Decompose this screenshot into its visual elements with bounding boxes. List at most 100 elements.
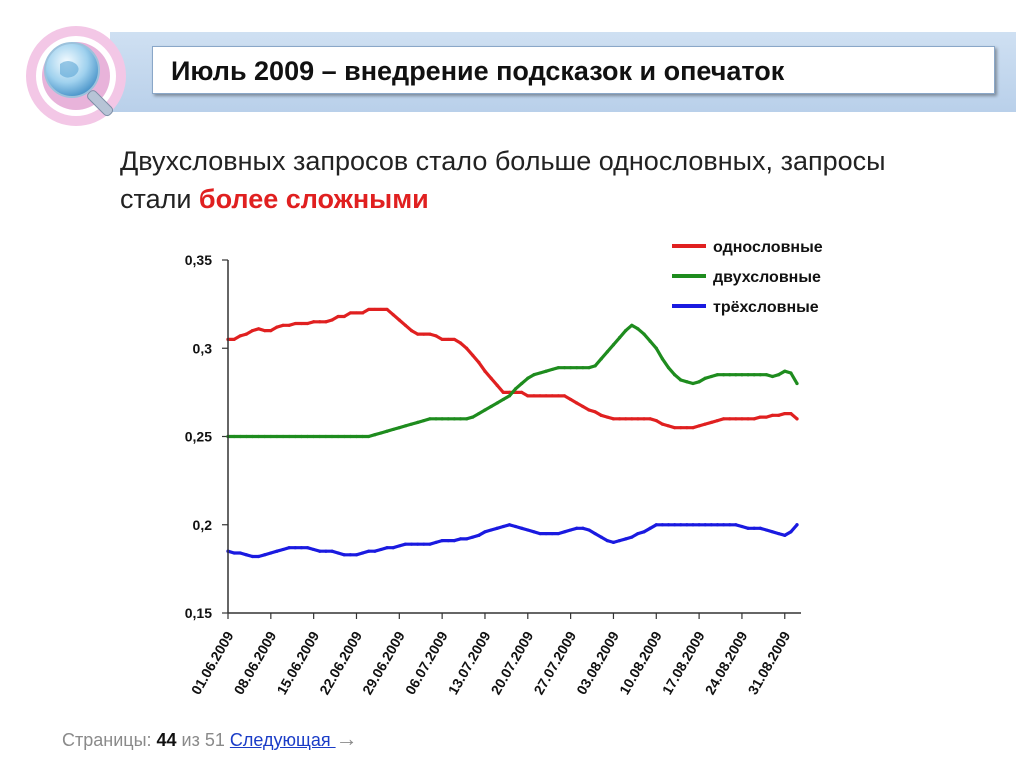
data-point (685, 380, 688, 383)
data-point (355, 435, 358, 438)
data-point (330, 318, 333, 321)
data-point (624, 537, 627, 540)
data-point (777, 373, 780, 376)
data-point (630, 324, 633, 327)
data-point (746, 527, 749, 530)
data-point (722, 523, 725, 526)
data-point (453, 338, 456, 341)
data-point (477, 534, 480, 537)
data-point (281, 324, 284, 327)
data-point (453, 417, 456, 420)
data-point (373, 308, 376, 311)
data-point (722, 417, 725, 420)
data-point (612, 417, 615, 420)
x-tick-label: 15.06.2009 (273, 628, 322, 697)
data-point (477, 361, 480, 364)
data-point (581, 405, 584, 408)
data-point (618, 336, 621, 339)
next-page-link[interactable]: Следующая (230, 730, 336, 750)
data-point (502, 391, 505, 394)
data-point (673, 523, 676, 526)
data-point (557, 532, 560, 535)
data-point (569, 398, 572, 401)
data-point (294, 322, 297, 325)
data-point (759, 373, 762, 376)
legend-label: двухсловные (713, 269, 821, 286)
data-point (434, 334, 437, 337)
arrow-right-icon[interactable]: → (336, 726, 358, 751)
data-point (765, 528, 768, 531)
data-point (612, 541, 615, 544)
data-point (575, 401, 578, 404)
data-point (612, 343, 615, 346)
data-point (569, 366, 572, 369)
y-tick-label: 0,15 (185, 605, 212, 621)
data-point (251, 555, 254, 558)
data-point (422, 543, 425, 546)
data-point (606, 539, 609, 542)
data-point (691, 426, 694, 429)
series-line-3 (228, 525, 797, 557)
data-point (722, 373, 725, 376)
y-axis-ticks: 0,150,20,250,30,35 (185, 252, 228, 621)
data-point (587, 528, 590, 531)
data-point (251, 435, 254, 438)
data-point (795, 523, 798, 526)
data-point (441, 417, 444, 420)
data-point (373, 433, 376, 436)
data-point (606, 415, 609, 418)
data-point (667, 366, 670, 369)
data-point (288, 435, 291, 438)
data-point (410, 543, 413, 546)
data-point (753, 527, 756, 530)
data-point (343, 553, 346, 556)
data-point (532, 394, 535, 397)
data-point (716, 373, 719, 376)
data-point (636, 327, 639, 330)
data-point (691, 382, 694, 385)
data-point (392, 428, 395, 431)
data-point (624, 329, 627, 332)
data-point (661, 357, 664, 360)
legend-label: трёхсловные (713, 299, 819, 316)
data-point (361, 435, 364, 438)
data-point (459, 537, 462, 540)
data-point (483, 530, 486, 533)
data-point (642, 417, 645, 420)
data-point (624, 417, 627, 420)
data-point (740, 525, 743, 528)
data-point (410, 329, 413, 332)
data-point (269, 551, 272, 554)
data-point (239, 334, 242, 337)
data-point (379, 308, 382, 311)
data-point (649, 417, 652, 420)
data-point (563, 394, 566, 397)
data-point (600, 414, 603, 417)
legend-label: однословные (713, 239, 823, 256)
data-point (740, 417, 743, 420)
data-point (300, 435, 303, 438)
x-axis-ticks: 01.06.200908.06.200915.06.200922.06.2009… (188, 613, 794, 697)
data-point (355, 553, 358, 556)
legend: однословные двухсловные трёхсловные (672, 239, 823, 316)
data-point (642, 530, 645, 533)
data-point (392, 546, 395, 549)
data-point (239, 435, 242, 438)
data-point (649, 340, 652, 343)
data-point (441, 539, 444, 542)
y-tick-label: 0,35 (185, 252, 212, 268)
data-point (636, 417, 639, 420)
data-point (312, 435, 315, 438)
data-point (367, 435, 370, 438)
data-point (667, 424, 670, 427)
data-point (581, 366, 584, 369)
data-point (771, 530, 774, 533)
data-point (710, 421, 713, 424)
x-tick-label: 01.06.2009 (188, 628, 237, 697)
data-point (367, 308, 370, 311)
x-tick-label: 22.06.2009 (316, 628, 365, 697)
data-point (679, 378, 682, 381)
data-point (698, 523, 701, 526)
data-point (355, 311, 358, 314)
